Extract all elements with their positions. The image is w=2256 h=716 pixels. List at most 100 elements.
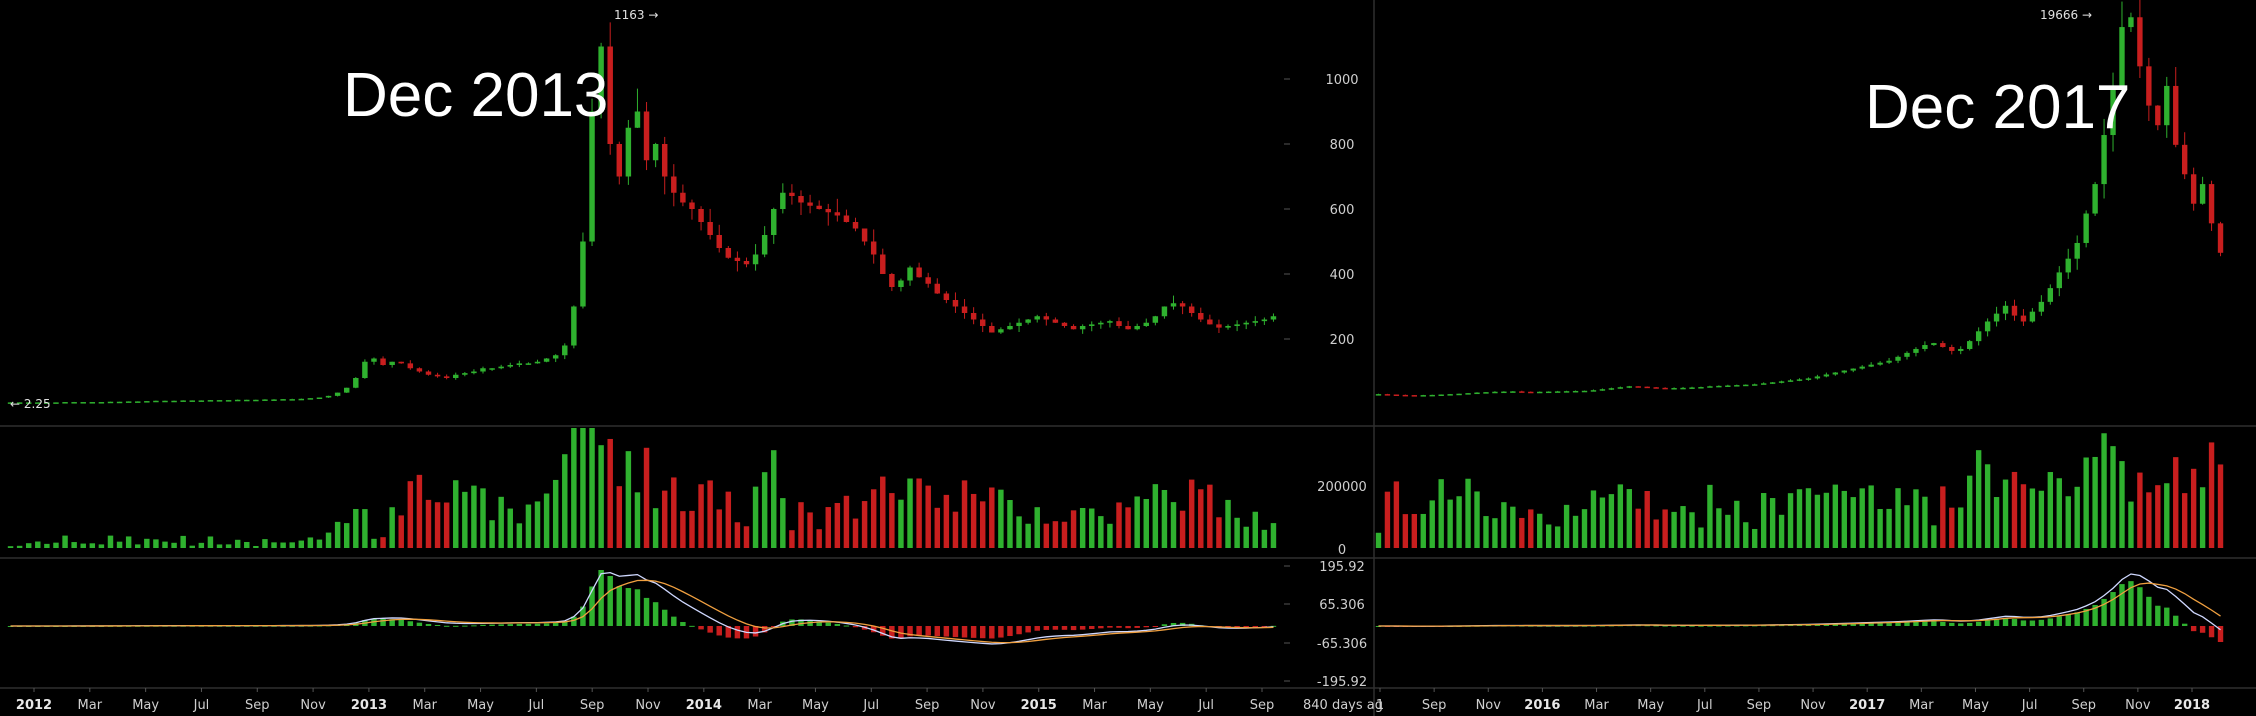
x-tick-label: 2013 xyxy=(351,698,387,713)
candle-body xyxy=(2208,184,2215,224)
volume-bar xyxy=(1859,488,1865,548)
volume-bar xyxy=(2056,478,2062,548)
volume-bar xyxy=(334,521,341,548)
candle-body xyxy=(225,400,232,402)
macd-histogram-bar xyxy=(1716,625,1722,627)
volume-bar xyxy=(961,480,968,548)
candle-body xyxy=(1098,322,1104,325)
macd-histogram-bar xyxy=(1725,625,1731,627)
volume-bar xyxy=(1931,525,1937,548)
candle-body xyxy=(1402,394,1409,397)
macd-histogram-bar xyxy=(1134,626,1140,628)
candle-body xyxy=(1590,390,1597,392)
volume-bar xyxy=(489,520,495,548)
candle-body xyxy=(1207,319,1213,325)
x-tick-label: May xyxy=(132,698,159,713)
right-high-marker: 19666 → xyxy=(2040,8,2092,22)
macd-histogram-bar xyxy=(1752,625,1758,627)
candle-body xyxy=(580,241,586,307)
macd-histogram-bar xyxy=(1043,626,1050,630)
candle-body xyxy=(861,228,868,242)
candle-body xyxy=(1949,347,1955,351)
candle-body xyxy=(289,399,295,401)
volume-bar xyxy=(1198,489,1204,548)
candle-body xyxy=(1975,331,1982,342)
candle-body xyxy=(1375,394,1382,396)
macd-histogram-bar xyxy=(2155,605,2161,626)
left-x-axis-labels: 2012 Mar May Jul Sep Nov 2013 Mar May Jul Sep Nov 20… xyxy=(16,688,1274,713)
volume-bar xyxy=(1252,511,1259,548)
x-tick-label: Mar xyxy=(1584,698,1609,713)
candle-body xyxy=(2182,144,2188,175)
macd-histogram-bar xyxy=(1868,623,1874,626)
volume-bar xyxy=(734,522,741,548)
volume-bar xyxy=(2208,442,2215,548)
macd-histogram-bar xyxy=(2182,623,2188,626)
candle-body xyxy=(1519,391,1525,393)
candle-body xyxy=(453,374,459,378)
volume-bar xyxy=(480,488,486,548)
candle-body xyxy=(1034,316,1040,320)
candle-body xyxy=(1007,326,1013,330)
macd-histogram-bar xyxy=(507,624,513,626)
volume-bar xyxy=(162,541,168,548)
volume-bar xyxy=(1402,514,1409,548)
candle-body xyxy=(2199,184,2206,204)
macd-histogram-bar xyxy=(998,626,1004,638)
x-tick-label: 2015 xyxy=(1021,698,1057,713)
candle-body xyxy=(1787,380,1794,382)
candle-body xyxy=(1841,370,1847,373)
candle-body xyxy=(1913,348,1919,353)
macd-histogram-bar xyxy=(2208,626,2215,638)
macd-histogram-bar xyxy=(2020,620,2027,626)
volume-bar xyxy=(562,454,568,548)
volume-bar xyxy=(1545,524,1552,548)
volume-bar xyxy=(916,478,922,548)
macd-histogram-bar xyxy=(1958,623,1964,626)
volume-bar xyxy=(198,542,205,548)
candle-body xyxy=(771,209,777,235)
volume-bar xyxy=(1070,510,1077,548)
candle-body xyxy=(943,293,950,300)
volume-bar xyxy=(425,499,432,548)
macd-histogram-bar xyxy=(643,597,650,626)
volume-bar xyxy=(2190,468,2197,548)
candle-body xyxy=(562,345,568,356)
candle-body xyxy=(125,401,132,403)
candle-body xyxy=(1161,306,1168,317)
volume-bar xyxy=(1234,517,1240,548)
candle-body xyxy=(2164,85,2170,126)
candle-body xyxy=(262,399,268,401)
candle-body xyxy=(362,361,368,378)
volume-bar xyxy=(125,536,132,548)
volume-bar xyxy=(1993,497,2000,548)
volume-bar xyxy=(1707,484,1713,548)
volume-bar xyxy=(1572,515,1579,548)
volume-bar xyxy=(1680,506,1686,548)
macd-histogram-bar xyxy=(1734,625,1740,627)
volume-bar xyxy=(925,485,931,548)
volume-bar xyxy=(1958,507,1964,548)
candle-body xyxy=(1608,388,1615,390)
x-tick-label: 2012 xyxy=(16,698,52,713)
candle-body xyxy=(25,402,32,404)
candle-body xyxy=(1465,393,1471,395)
candle-body xyxy=(734,257,741,261)
candle-body xyxy=(425,371,432,375)
candle-body xyxy=(1501,391,1507,394)
macd-histogram-bar xyxy=(943,626,950,637)
right-macd xyxy=(1375,573,2224,643)
x-tick-label: Sep xyxy=(1747,698,1772,713)
candle-body xyxy=(1420,395,1426,397)
volume-bar xyxy=(1734,500,1740,548)
volume-bar xyxy=(907,478,913,548)
volume-bar xyxy=(707,480,713,548)
candle-body xyxy=(607,46,613,144)
macd-histogram-bar xyxy=(1070,626,1077,631)
candle-body xyxy=(743,261,750,265)
volume-bar xyxy=(1752,528,1758,548)
macd-histogram-bar xyxy=(1886,623,1892,626)
volume-bar xyxy=(1143,498,1149,548)
